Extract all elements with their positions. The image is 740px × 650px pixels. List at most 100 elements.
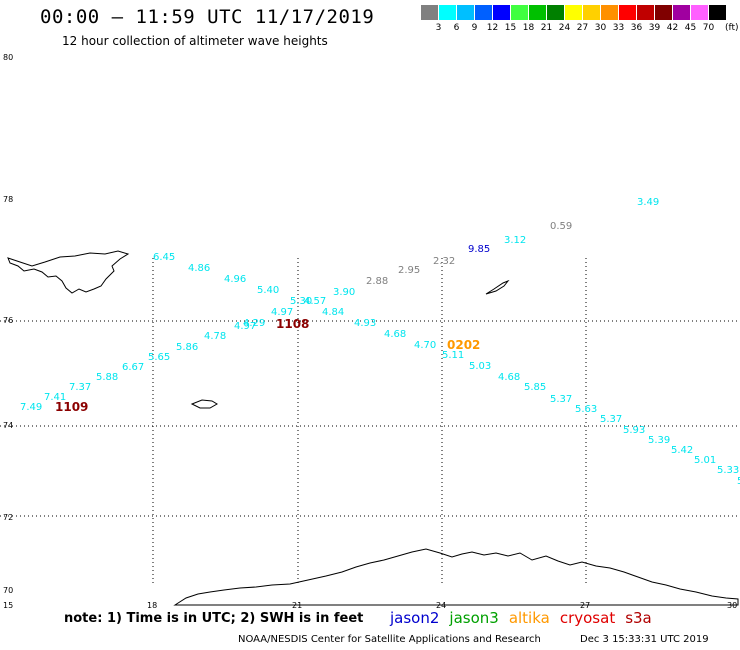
legend-label: 9: [471, 23, 478, 33]
legend-swatch: [529, 5, 546, 20]
swh-value: 6.45: [153, 252, 175, 263]
lon-label: 24: [436, 601, 446, 610]
legend-swatch: [547, 5, 564, 20]
swh-value: 4.97: [271, 307, 293, 318]
legend-swatch: [673, 5, 690, 20]
lat-label: 78: [3, 195, 13, 204]
latitude-labels: 80 78 76 74 72 70: [3, 53, 13, 595]
bear-island-coast: [190, 399, 218, 409]
page-subtitle: 12 hour collection of altimeter wave hei…: [62, 34, 328, 48]
swh-value: 4.93: [354, 318, 376, 329]
swh-value: 7.41: [44, 392, 66, 403]
legend-swatch: [421, 5, 438, 20]
swh-value: 5.30: [290, 296, 312, 307]
lon-label: 27: [580, 601, 590, 610]
swh-value: 5.33: [717, 465, 739, 476]
credit-line: NOAA/NESDIS Center for Satellite Applica…: [238, 634, 541, 645]
swh-value: 2.32: [433, 256, 455, 267]
legend-label: 42: [666, 23, 679, 33]
swh-value: 6.67: [122, 362, 144, 373]
swh-value: 5.88: [96, 372, 118, 383]
page-title: 00:00 – 11:59 UTC 11/17/2019: [40, 6, 375, 28]
graticule: [0, 258, 740, 585]
legend-label: 33: [612, 23, 625, 33]
satellite-name: s3a: [625, 609, 652, 627]
swh-value: 3.12: [504, 235, 526, 246]
lon-label: 30: [727, 601, 737, 610]
legend-label: 12: [486, 23, 499, 33]
satellite-name: jason2: [390, 609, 440, 627]
hopen-coast: [485, 279, 510, 295]
lat-label: 72: [3, 513, 13, 522]
legend-swatch: [493, 5, 510, 20]
swh-value: 2.88: [366, 276, 388, 287]
legend-label: 6: [453, 23, 460, 33]
swh-value: 5.42: [671, 445, 693, 456]
lat-label: 80: [3, 53, 13, 62]
swh-value: 4.84: [322, 307, 344, 318]
swh-value: 4.57: [304, 296, 326, 307]
satellite-legend: jason2 jason3 altika cryosat s3a: [390, 609, 662, 627]
swh-value: 5: [737, 476, 740, 487]
swh-value: 5.85: [524, 382, 546, 393]
swh-value: 5.63: [575, 404, 597, 415]
swh-value: 7.49: [20, 402, 42, 413]
swh-value: 5.65: [148, 352, 170, 363]
legend-swatch: [439, 5, 456, 20]
legend-label: 3: [435, 23, 442, 33]
lon-label: 18: [147, 601, 157, 610]
swh-value: 5.03: [469, 361, 491, 372]
legend-swatch: [691, 5, 708, 20]
legend-swatch: [709, 5, 726, 20]
swh-value: 4.97: [234, 321, 256, 332]
legend-swatch: [619, 5, 636, 20]
swh-value: 5.11: [442, 350, 464, 361]
legend-label: 36: [630, 23, 643, 33]
legend-swatch: [565, 5, 582, 20]
swh-value: 3.49: [637, 197, 659, 208]
coastline: [7, 250, 739, 606]
legend-label: 21: [540, 23, 553, 33]
lat-label: 76: [3, 316, 13, 325]
swh-value: 5.39: [648, 435, 670, 446]
swh-value: 4.68: [384, 329, 406, 340]
legend-swatch: [601, 5, 618, 20]
swh-value: 5.37: [550, 394, 572, 405]
swh-value: 0.59: [550, 221, 572, 232]
swh-value: 5.37: [600, 414, 622, 425]
legend-swatch: [457, 5, 474, 20]
track-time: 1108: [276, 317, 309, 331]
legend-swatch: [475, 5, 492, 20]
swh-value: 4.70: [414, 340, 436, 351]
lon-label: 21: [292, 601, 302, 610]
swh-value: 4.78: [204, 331, 226, 342]
legend-label: 27: [576, 23, 589, 33]
track-time: 1109: [55, 400, 88, 414]
legend-label: 45: [684, 23, 697, 33]
lat-label: 70: [3, 586, 13, 595]
legend-label: 39: [648, 23, 661, 33]
lat-label: 74: [3, 421, 13, 430]
track-time-labels: 1108 1109 0202: [55, 317, 480, 414]
swh-value: 5.86: [176, 342, 198, 353]
legend-label: 15: [504, 23, 517, 33]
norway-coast: [173, 548, 739, 606]
swh-value: 4.29: [243, 318, 265, 329]
swh-value: 2.95: [398, 265, 420, 276]
legend-swatch: [655, 5, 672, 20]
swh-value: 9.85: [468, 244, 490, 255]
satellite-name: cryosat: [559, 609, 616, 627]
swh-readings: 6.45 4.86 4.96 5.40 5.304.57 4.97 3.90 4.84 2.88…: [20, 197, 740, 487]
lon-label: 15: [3, 601, 13, 610]
longitude-labels: 15 18 21 24 27 30: [3, 601, 737, 610]
legend-label: 70: [702, 23, 715, 33]
swh-value: 5.93: [623, 425, 645, 436]
swh-value: 4.96: [224, 274, 246, 285]
footnote: note: 1) Time is in UTC; 2) SWH is in fe…: [64, 611, 364, 626]
satellite-name: jason3: [449, 609, 499, 627]
swh-value: 4.86: [188, 263, 210, 274]
swh-value: 5.01: [694, 455, 716, 466]
swh-value: 7.37: [69, 382, 91, 393]
legend-swatch: [583, 5, 600, 20]
